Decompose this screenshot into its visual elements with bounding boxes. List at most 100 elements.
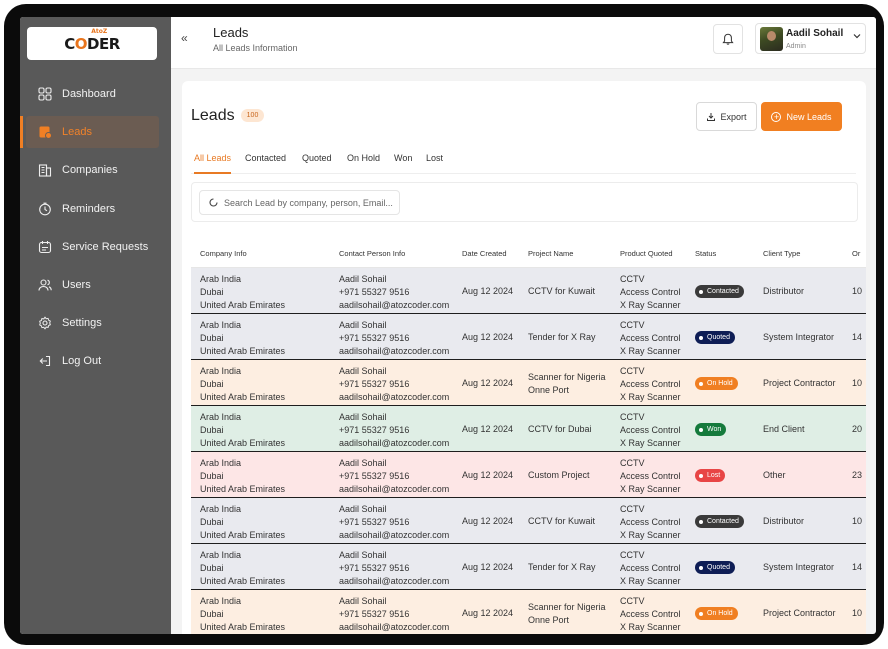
tab-won[interactable]: Won bbox=[394, 153, 413, 163]
col-date-created: Date Created bbox=[462, 249, 507, 258]
product-quoted-line: CCTV bbox=[620, 550, 645, 560]
status-badge[interactable]: Contacted bbox=[695, 515, 744, 528]
status-badge[interactable]: On Hold bbox=[695, 607, 738, 620]
company-info-line: United Arab Emirates bbox=[200, 300, 286, 310]
status-badge[interactable]: On Hold bbox=[695, 377, 738, 390]
contact-info-line: aadilsohail@atozcoder.com bbox=[339, 346, 450, 356]
product-quoted-line: Access Control bbox=[620, 563, 681, 573]
company-info-line: Dubai bbox=[200, 609, 224, 619]
status-badge[interactable]: Contacted bbox=[695, 285, 744, 298]
contact-info-line: Aadil Sohail bbox=[339, 504, 387, 514]
status-dot-icon bbox=[699, 519, 703, 524]
tab-quoted[interactable]: Quoted bbox=[302, 153, 332, 163]
status-dot-icon bbox=[699, 381, 703, 386]
project-name: Tender for X Ray bbox=[528, 331, 596, 344]
sidebar-item-leads[interactable]: Leads bbox=[20, 116, 159, 149]
user-role: Admin bbox=[786, 43, 806, 50]
status-badge[interactable]: Quoted bbox=[695, 331, 735, 344]
sidebar-item-users[interactable]: Users bbox=[20, 269, 171, 301]
status-dot-icon bbox=[699, 565, 703, 570]
other-value: 14 bbox=[852, 562, 863, 572]
status-label: Contacted bbox=[707, 518, 739, 525]
tab-lost[interactable]: Lost bbox=[426, 153, 444, 163]
status-dot-icon bbox=[699, 335, 703, 340]
brand-logo[interactable]: CODER AtoZ bbox=[27, 27, 157, 60]
product-quoted-line: X Ray Scanner bbox=[620, 300, 681, 310]
status-dot-icon bbox=[699, 427, 703, 432]
sidebar-item-settings[interactable]: Settings bbox=[20, 307, 171, 339]
tab-on-hold[interactable]: On Hold bbox=[347, 153, 381, 163]
company-info: Arab India Dubai United Arab Emirates bbox=[200, 549, 285, 588]
leads-table: Company Info Contact Person Info Date Cr… bbox=[191, 229, 866, 634]
sidebar-item-log-out[interactable]: Log Out bbox=[20, 345, 171, 377]
date-created: Aug 12 2024 bbox=[462, 562, 514, 572]
status-badge[interactable]: Quoted bbox=[695, 561, 735, 574]
table-row[interactable]: Arab India Dubai United Arab Emirates Aadil… bbox=[191, 406, 866, 452]
search-input[interactable] bbox=[224, 197, 394, 208]
table-row[interactable]: Arab India Dubai United Arab Emirates Aadil… bbox=[191, 268, 866, 314]
contact-info-line: aadilsohail@atozcoder.com bbox=[339, 576, 450, 586]
client-type: End Client bbox=[763, 424, 805, 434]
sidebar-item-companies[interactable]: Companies bbox=[20, 154, 171, 186]
app-screen: CODER AtoZ Dashboard Leads Companies Remind… bbox=[20, 17, 876, 634]
status-dot-icon bbox=[699, 289, 703, 294]
company-info-line: Arab India bbox=[200, 412, 242, 422]
status-label: Won bbox=[707, 426, 722, 433]
search-icon bbox=[209, 198, 218, 207]
product-quoted-line: Access Control bbox=[620, 609, 681, 619]
contact-info: Aadil Sohail +971 55327 9516 aadilsohail@a… bbox=[339, 365, 449, 404]
col-company-info: Company Info bbox=[200, 249, 247, 258]
table-row[interactable]: Arab India Dubai United Arab Emirates Aadil… bbox=[191, 360, 866, 406]
col-client-type: Client Type bbox=[763, 249, 801, 258]
table-row[interactable]: Arab India Dubai United Arab Emirates Aadil… bbox=[191, 544, 866, 590]
tab-all-leads[interactable]: All Leads bbox=[194, 153, 232, 174]
notifications-button[interactable] bbox=[713, 24, 743, 54]
table-row[interactable]: Arab India Dubai United Arab Emirates Aadil… bbox=[191, 452, 866, 498]
table-row[interactable]: Arab India Dubai United Arab Emirates Aadil… bbox=[191, 590, 866, 634]
other-value: 23 bbox=[852, 470, 863, 480]
sidebar-item-dashboard[interactable]: Dashboard bbox=[20, 78, 171, 110]
product-quoted-line: Access Control bbox=[620, 517, 681, 527]
project-name-line: Custom Project bbox=[528, 470, 590, 480]
company-info-line: United Arab Emirates bbox=[200, 392, 286, 402]
status-badge[interactable]: Lost bbox=[695, 469, 726, 482]
col-status: Status bbox=[695, 249, 717, 258]
sidebar-item-reminders[interactable]: Reminders bbox=[20, 193, 171, 225]
export-button[interactable]: Export bbox=[696, 102, 757, 131]
search-box[interactable] bbox=[199, 190, 400, 215]
contact-info-line: Aadil Sohail bbox=[339, 366, 387, 376]
contact-info-line: +971 55327 9516 bbox=[339, 563, 410, 573]
product-quoted: CCTV Access Control X Ray Scanner bbox=[620, 595, 681, 634]
product-quoted: CCTV Access Control X Ray Scanner bbox=[620, 503, 681, 542]
contact-info-line: +971 55327 9516 bbox=[339, 287, 410, 297]
company-info-line: Arab India bbox=[200, 320, 242, 330]
contact-info-line: +971 55327 9516 bbox=[339, 425, 410, 435]
product-quoted-line: Access Control bbox=[620, 471, 681, 481]
tab-contacted[interactable]: Contacted bbox=[245, 153, 287, 163]
user-menu[interactable]: Aadil Sohail Admin bbox=[755, 23, 866, 54]
collapse-sidebar-button[interactable]: « bbox=[181, 31, 188, 45]
company-info-line: Arab India bbox=[200, 366, 242, 376]
status-badge[interactable]: Won bbox=[695, 423, 727, 436]
table-row[interactable]: Arab India Dubai United Arab Emirates Aadil… bbox=[191, 498, 866, 544]
col-other: Or bbox=[852, 249, 861, 258]
product-quoted-line: X Ray Scanner bbox=[620, 530, 681, 540]
other-value: 10 bbox=[852, 286, 863, 296]
status-label: On Hold bbox=[707, 380, 733, 387]
table-row[interactable]: Arab India Dubai United Arab Emirates Aadil… bbox=[191, 314, 866, 360]
project-name-line: Tender for X Ray bbox=[528, 562, 596, 572]
project-name-line: Scanner for Nigeria bbox=[528, 602, 606, 612]
client-type: Project Contractor bbox=[763, 378, 836, 388]
sidebar-item-label: Users bbox=[62, 278, 91, 291]
building-icon bbox=[38, 163, 52, 177]
product-quoted-line: CCTV bbox=[620, 504, 645, 514]
col-contact-person: Contact Person Info bbox=[339, 249, 406, 258]
company-info-line: Dubai bbox=[200, 287, 224, 297]
product-quoted: CCTV Access Control X Ray Scanner bbox=[620, 319, 681, 358]
new-leads-button[interactable]: + New Leads bbox=[761, 102, 842, 131]
contact-info: Aadil Sohail +971 55327 9516 aadilsohail@a… bbox=[339, 319, 449, 358]
contact-info-line: Aadil Sohail bbox=[339, 320, 387, 330]
logo-part: O bbox=[74, 34, 88, 53]
product-quoted-line: CCTV bbox=[620, 596, 645, 606]
sidebar-item-service-requests[interactable]: Service Requests bbox=[20, 231, 171, 263]
